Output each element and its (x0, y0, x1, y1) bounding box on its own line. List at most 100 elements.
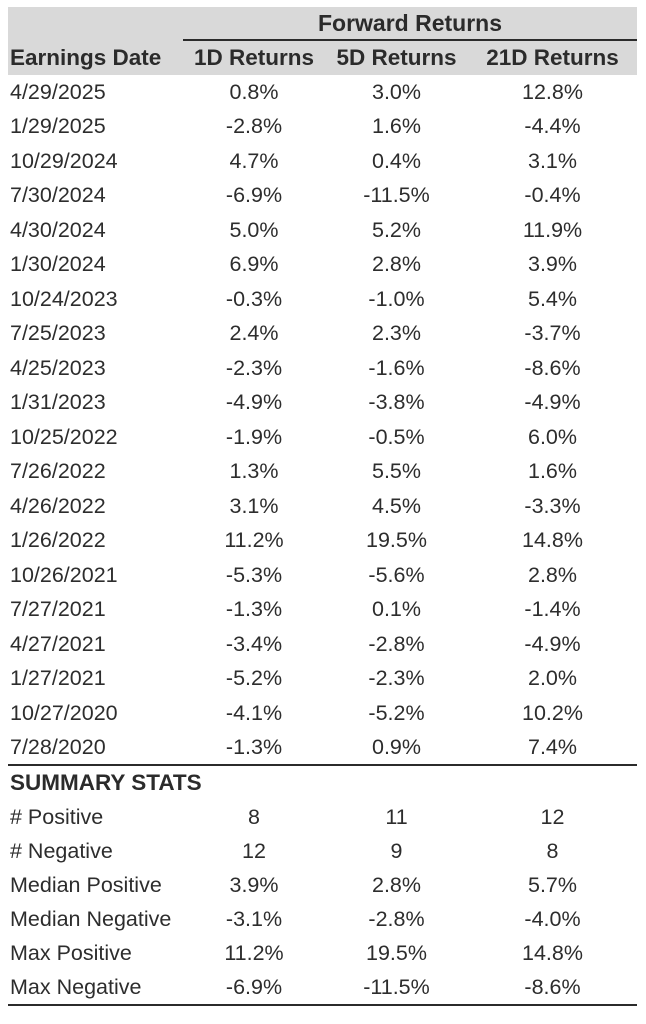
return-21d-cell: -8.6% (524, 355, 581, 380)
return-5d-cell: -2.3% (368, 666, 425, 691)
return-1d-cell: 1.3% (229, 459, 279, 484)
return-21d-cell: 2.8% (527, 562, 577, 587)
return-5d-cell: 5.2% (371, 217, 421, 242)
return-21d-cell: 7.4% (527, 734, 577, 759)
return-1d-cell: 6.9% (229, 252, 279, 277)
earnings-date-cell: 1/30/2024 (10, 252, 106, 277)
earnings-date-cell: 7/26/2022 (10, 459, 106, 484)
return-5d-cell: 5.5% (371, 459, 421, 484)
return-1d-cell: -6.9% (225, 183, 283, 208)
return-21d-cell: 5.4% (527, 286, 577, 311)
return-1d-cell: -2.3% (225, 355, 283, 380)
summary-stat-5d-value: -2.8% (368, 907, 425, 932)
return-1d-cell: 11.2% (224, 528, 284, 553)
return-5d-cell: -1.6% (368, 355, 425, 380)
return-5d-cell: 0.4% (371, 148, 421, 173)
table-row: 4/30/2024 5.0% 5.2% 11.9% (8, 213, 637, 248)
table-row: 10/24/2023 -0.3% -1.0% 5.4% (8, 282, 637, 317)
earnings-date-cell: 7/27/2021 (10, 597, 106, 622)
earnings-date-cell: 1/29/2025 (10, 114, 106, 139)
return-21d-cell: 10.2% (522, 700, 583, 725)
summary-stat-5d-value: 19.5% (366, 941, 427, 966)
return-1d-cell: 3.1% (229, 493, 279, 518)
return-1d-cell: 5.0% (229, 217, 279, 242)
return-5d-cell: -0.5% (368, 424, 425, 449)
table-row: 4/27/2021 -3.4% -2.8% -4.9% (8, 627, 637, 662)
table-row: 7/25/2023 2.4% 2.3% -3.7% (8, 317, 637, 352)
return-21d-cell: 3.1% (527, 148, 577, 173)
return-5d-cell: 3.0% (371, 79, 421, 104)
forward-returns-title: Forward Returns (183, 7, 637, 41)
col-header-5d-returns: 5D Returns (325, 40, 468, 75)
return-5d-cell: 0.1% (371, 597, 421, 622)
summary-stat-1d-value: 11.2% (224, 941, 284, 966)
return-5d-cell: -2.8% (368, 631, 425, 656)
return-1d-cell: -3.4% (225, 631, 283, 656)
earnings-date-cell: 10/26/2021 (10, 562, 118, 587)
table-row: 4/26/2022 3.1% 4.5% -3.3% (8, 489, 637, 524)
return-5d-cell: 19.5% (366, 528, 427, 553)
data-rows: 4/29/2025 0.8% 3.0% 12.8% 1/29/2025 -2.8… (8, 75, 637, 765)
summary-stat-21d-value: 12 (540, 804, 565, 829)
forward-returns-table: Forward Returns Earnings Date 1D Returns… (8, 7, 637, 1007)
return-5d-cell: 2.8% (371, 252, 421, 277)
earnings-date-cell: 4/29/2025 (10, 79, 106, 104)
return-5d-cell: -3.8% (368, 390, 425, 415)
table-row: 1/31/2023 -4.9% -3.8% -4.9% (8, 386, 637, 421)
summary-stat-5d-value: -11.5% (363, 975, 430, 1000)
return-21d-cell: 6.0% (527, 424, 577, 449)
return-21d-cell: -0.4% (524, 183, 581, 208)
earnings-date-cell: 4/27/2021 (10, 631, 106, 656)
title-row: Forward Returns (8, 7, 637, 41)
earnings-date-cell: 10/29/2024 (10, 148, 118, 173)
return-5d-cell: -1.0% (368, 286, 425, 311)
return-21d-cell: -3.7% (524, 321, 581, 346)
table-row: 7/27/2021 -1.3% 0.1% -1.4% (8, 593, 637, 628)
summary-stat-21d-value: 8 (546, 838, 559, 863)
summary-stat-label: # Negative (10, 838, 113, 863)
col-header-earnings-date: Earnings Date (8, 40, 183, 75)
return-21d-cell: -4.4% (524, 114, 581, 139)
return-5d-cell: 0.9% (371, 734, 421, 759)
return-1d-cell: -4.9% (225, 390, 283, 415)
summary-stat-5d-value: 9 (390, 838, 403, 863)
earnings-date-cell: 4/30/2024 (10, 217, 106, 242)
table-row: 1/30/2024 6.9% 2.8% 3.9% (8, 248, 637, 283)
return-21d-cell: -4.9% (524, 631, 581, 656)
summary-stat-1d-value: -6.9% (225, 975, 283, 1000)
return-21d-cell: 11.9% (522, 217, 583, 242)
summary-row: Max Positive 11.2% 19.5% 14.8% (8, 937, 637, 971)
summary-stat-label: Median Negative (10, 907, 172, 932)
return-1d-cell: -4.1% (225, 700, 283, 725)
table-row: 10/25/2022 -1.9% -0.5% 6.0% (8, 420, 637, 455)
return-21d-cell: -4.9% (524, 390, 581, 415)
table-row: 1/26/2022 11.2% 19.5% 14.8% (8, 524, 637, 559)
return-5d-cell: 2.3% (371, 321, 421, 346)
summary-stat-1d-value: 12 (242, 838, 266, 863)
summary-stat-label: # Positive (10, 804, 104, 829)
summary-stat-1d-value: 3.9% (229, 872, 279, 897)
summary-row: # Positive 8 11 12 (8, 800, 637, 834)
earnings-date-cell: 4/25/2023 (10, 355, 106, 380)
return-1d-cell: -0.3% (225, 286, 283, 311)
earnings-date-cell: 7/28/2020 (10, 734, 106, 759)
earnings-date-cell: 7/30/2024 (10, 183, 106, 208)
return-21d-cell: -3.3% (524, 493, 581, 518)
earnings-date-cell: 10/27/2020 (10, 700, 118, 725)
earnings-date-cell: 10/24/2023 (10, 286, 118, 311)
return-1d-cell: -5.3% (225, 562, 283, 587)
earnings-date-cell: 1/31/2023 (10, 390, 106, 415)
summary-stat-label: Max Positive (10, 941, 132, 966)
return-21d-cell: -1.4% (524, 597, 581, 622)
column-header-row: Earnings Date 1D Returns 5D Returns 21D … (8, 40, 637, 75)
table-row: 4/25/2023 -2.3% -1.6% -8.6% (8, 351, 637, 386)
summary-row: Median Positive 3.9% 2.8% 5.7% (8, 868, 637, 902)
col-header-21d-returns: 21D Returns (468, 40, 637, 75)
summary-row: # Negative 12 9 8 (8, 834, 637, 868)
return-1d-cell: -1.9% (225, 424, 283, 449)
return-5d-cell: 1.6% (371, 114, 421, 139)
table-row: 4/29/2025 0.8% 3.0% 12.8% (8, 75, 637, 110)
summary-stat-label: Median Positive (10, 872, 162, 897)
earnings-date-cell: 4/26/2022 (10, 493, 106, 518)
